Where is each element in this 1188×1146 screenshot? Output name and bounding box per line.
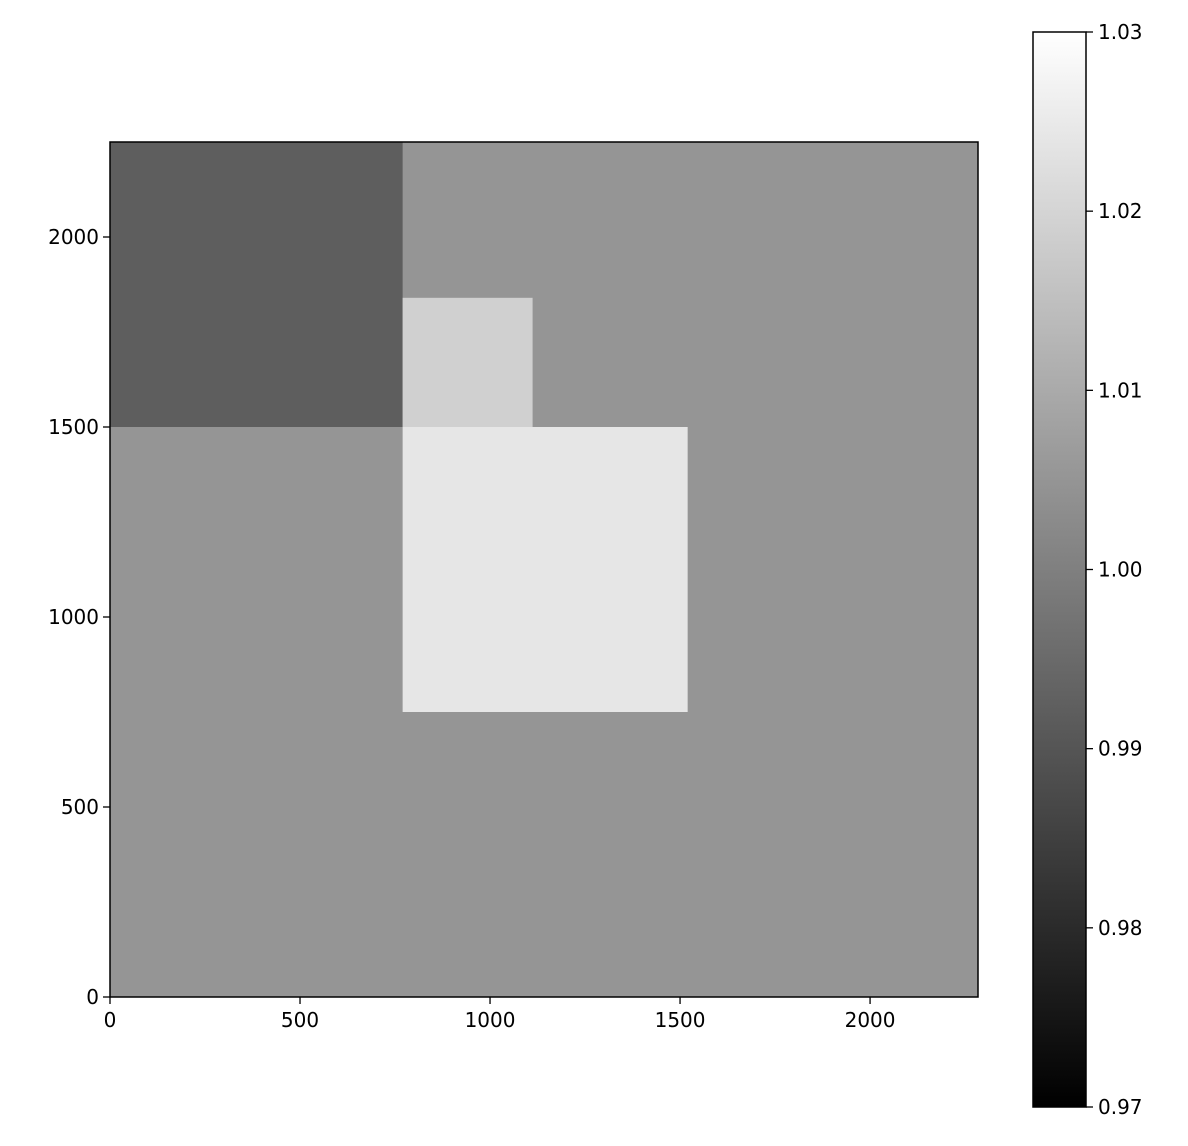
y-tick-label: 1000 bbox=[48, 605, 99, 629]
x-tick-label: 500 bbox=[281, 1008, 319, 1032]
heatmap-region-0 bbox=[110, 142, 403, 427]
y-tick-label: 0 bbox=[86, 985, 99, 1009]
colorbar-tick-label: 0.98 bbox=[1098, 916, 1143, 940]
plot-area bbox=[109, 141, 979, 998]
colorbar-tick-label: 0.99 bbox=[1098, 737, 1143, 761]
colorbar-tick-label: 1.01 bbox=[1098, 378, 1143, 402]
colorbar-tick-label: 1.02 bbox=[1098, 199, 1143, 223]
y-tick-label: 1500 bbox=[48, 415, 99, 439]
y-tick-label: 2000 bbox=[48, 225, 99, 249]
x-axis: 0 500 1000 1500 2000 bbox=[104, 997, 896, 1032]
x-tick-label: 0 bbox=[104, 1008, 117, 1032]
heatmap-region-1 bbox=[402, 297, 533, 427]
colorbar-tick-label: 0.97 bbox=[1098, 1095, 1143, 1119]
colorbar-axis: 0.97 0.98 0.99 1.00 1.01 1.02 1.03 bbox=[1086, 20, 1143, 1119]
axes-frame bbox=[109, 141, 979, 998]
colorbar bbox=[1032, 31, 1087, 1108]
y-axis: 0 500 1000 1500 2000 bbox=[48, 225, 110, 1009]
colorbar-tick-label: 1.00 bbox=[1098, 558, 1143, 582]
colorbar-gradient bbox=[1032, 31, 1087, 1108]
x-tick-label: 1000 bbox=[465, 1008, 516, 1032]
x-tick-label: 2000 bbox=[845, 1008, 896, 1032]
colorbar-tick-label: 1.03 bbox=[1098, 20, 1143, 44]
y-tick-label: 500 bbox=[61, 795, 99, 819]
x-tick-label: 1500 bbox=[655, 1008, 706, 1032]
heatmap-region-2 bbox=[402, 427, 688, 712]
